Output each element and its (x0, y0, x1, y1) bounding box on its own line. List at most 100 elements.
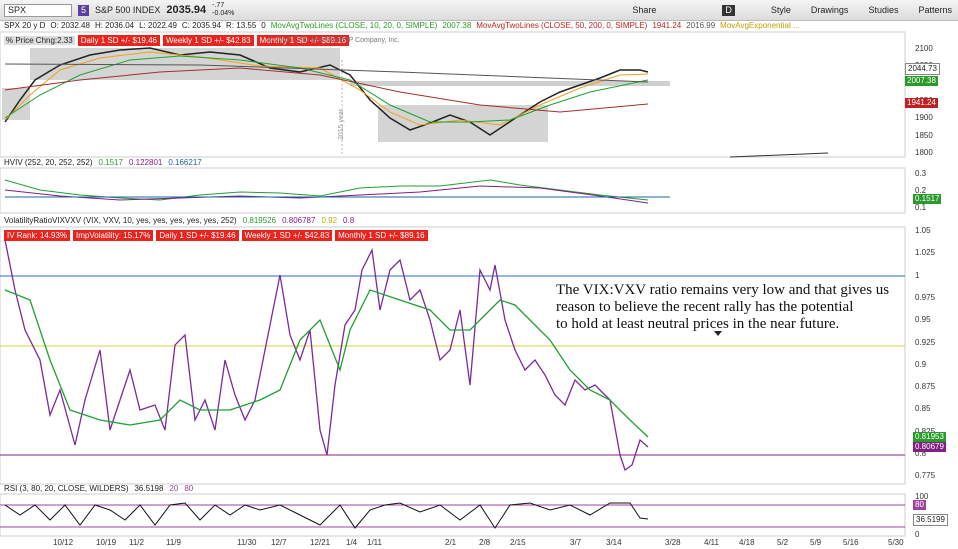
vix-axis-label: 0.775 (915, 471, 936, 481)
period-button[interactable]: D (722, 4, 735, 16)
share-button[interactable]: Share (632, 5, 657, 15)
price-badge: 2044.73 (905, 63, 940, 75)
cursor-marker (714, 331, 722, 336)
vix-label: ImpVolatility: 15.17% (73, 230, 154, 241)
annotation: The VIX:VXV ratio remains very low and t… (556, 282, 889, 333)
vix-label: Daily 1 SD +/- $19.46 (156, 230, 239, 241)
header-row: SPX 20 y D O: 2032.48 H: 2036.04 L: 2022.49… (4, 21, 800, 30)
x-axis-label: 11/9 (166, 538, 181, 547)
style-button[interactable]: Style (770, 5, 791, 15)
ratio-ma-line (4, 289, 649, 438)
vix-header: VolatilityRatioVIXVXV (VIX, VXV, 10, yes… (4, 216, 354, 225)
price-label: % Price Chng:2.33 (4, 36, 75, 45)
study-header-item: RSI (3, 80, 20, CLOSE, WILDERS) (4, 484, 129, 493)
x-axis-label: 2/1 (445, 538, 457, 547)
hviv-badge: 0.1517 (913, 194, 942, 204)
price-badge: 2007.38 (905, 76, 938, 86)
ratio-line (4, 239, 649, 472)
vix-axis-label: 0.825 (915, 427, 935, 436)
range-box (350, 81, 670, 86)
x-axis-label: 4/11 (704, 538, 719, 547)
study-header-item: 0.819526 (242, 216, 277, 225)
header-item: H: 2036.04 (94, 21, 135, 30)
price-line (4, 47, 649, 136)
drawings-button[interactable]: Drawings (810, 5, 849, 15)
vix-labels: IV Rank: 14.93% ImpVolatility: 15.17% Dail… (4, 230, 428, 241)
header-item: MovAvgExponential ... (720, 21, 800, 30)
price-label: Daily 1 SD +/- $19.46 (77, 35, 160, 46)
study-header-item: 20 (169, 484, 179, 493)
x-axis-label: 12/7 (271, 538, 287, 547)
annotation-line: The VIX:VXV ratio remains very low and t… (556, 282, 890, 298)
vix-axis-label: 1.025 (915, 248, 936, 258)
ma-line (4, 63, 649, 83)
x-axis-label: 11/30 (237, 538, 257, 547)
trend-line (729, 152, 829, 158)
price-label: Monthly 1 SD +/- $89.16 (256, 35, 350, 46)
study-header-item: 0.8 (343, 216, 355, 225)
rsi-pane (0, 493, 906, 537)
vix-axis-label: 0.9 (915, 359, 927, 369)
x-axis-label: 2/15 (510, 538, 526, 547)
x-axis-label: 1/11 (367, 538, 382, 547)
vix-axis-label: 0.925 (915, 337, 936, 347)
symbol-input[interactable]: SPX (4, 3, 72, 17)
header-item: R: 13.55 (226, 21, 257, 30)
x-axis-label: 3/7 (570, 538, 582, 547)
study-header-item: HVIV (252, 20, 252, 252) (4, 158, 93, 167)
vix-axis-label: 0.85 (915, 404, 931, 414)
ma-line (4, 51, 649, 126)
x-axis-label: 4/18 (739, 538, 755, 547)
vix-label: Weekly 1 SD +/- $42.83 (241, 230, 333, 241)
study-header-item: 0.122801 (128, 158, 163, 167)
annotation-line: to hold at least neutral prices in the n… (556, 316, 840, 332)
instrument-name: S&P 500 INDEX (95, 5, 161, 15)
x-axis-label: 10/19 (96, 538, 117, 547)
rsi-line (4, 502, 649, 529)
link-badge[interactable]: 5 (78, 4, 90, 16)
ma-line (4, 67, 649, 113)
x-axis-label: 3/28 (665, 538, 681, 547)
studies-button[interactable]: Studies (868, 5, 899, 15)
vix-axis-label: 1 (915, 270, 920, 280)
x-axis-label: 11/2 (129, 538, 144, 547)
price-axis-label: 2100 (915, 44, 933, 53)
vix-badge: 0.80679 (913, 442, 946, 452)
study-header-item: VolatilityRatioVIXVXV (VIX, VXV, 10, yes… (4, 216, 237, 225)
rsi-axis-label: 0 (915, 530, 920, 539)
price-axis-label: 1900 (915, 113, 933, 123)
range-box (378, 105, 548, 142)
study-header-item: 0.92 (321, 216, 338, 225)
vix-axis-label: 1.05 (915, 226, 931, 235)
hviv-axis-label: 0.2 (915, 186, 927, 195)
vix-axis-label: 0.95 (915, 315, 931, 325)
vix-pane (0, 226, 906, 485)
hviv-header: HVIV (252, 20, 252, 252) 0.1517 0.122801 0.… (4, 158, 202, 167)
header-item: 1941.24 (652, 21, 682, 30)
rsi-badge: 36.5199 (913, 514, 948, 526)
patterns-button[interactable]: Patterns (918, 5, 952, 15)
price-labels: % Price Chng:2.33 Daily 1 SD +/- $19.46 We… (4, 35, 350, 46)
price-axis-label: 1800 (915, 147, 933, 157)
change-pct: -0.04% (212, 10, 235, 17)
hviv-pane (0, 167, 906, 214)
header-item: 2016.99 (686, 21, 716, 30)
header-item: SPX 20 y D (4, 21, 46, 30)
hviv-axis-label: 0.3 (915, 169, 927, 178)
x-axis-label: 5/30 (888, 538, 904, 547)
header-item: 2007.38 (442, 21, 472, 30)
rsi-header: RSI (3, 80, 20, CLOSE, WILDERS) 36.5198 20… (4, 484, 193, 493)
study-header-item: 0.1517 (98, 158, 123, 167)
header-item: O: 2032.48 (50, 21, 90, 30)
vix-axis-label: 0.8 (915, 449, 927, 458)
header-item: 0 (261, 21, 266, 30)
last-price: 2035.94 (166, 4, 207, 16)
rsi-axis-label: 100 (915, 492, 929, 501)
price-axis-label: 1850 (915, 130, 933, 140)
hviv-axis-label: 0.1 (915, 203, 927, 212)
rsi-badge: 80 (913, 500, 926, 510)
price-badge: 1941.24 (905, 98, 938, 108)
x-axis-label: 12/21 (310, 538, 331, 547)
study-header-item: 0.806787 (282, 216, 316, 225)
